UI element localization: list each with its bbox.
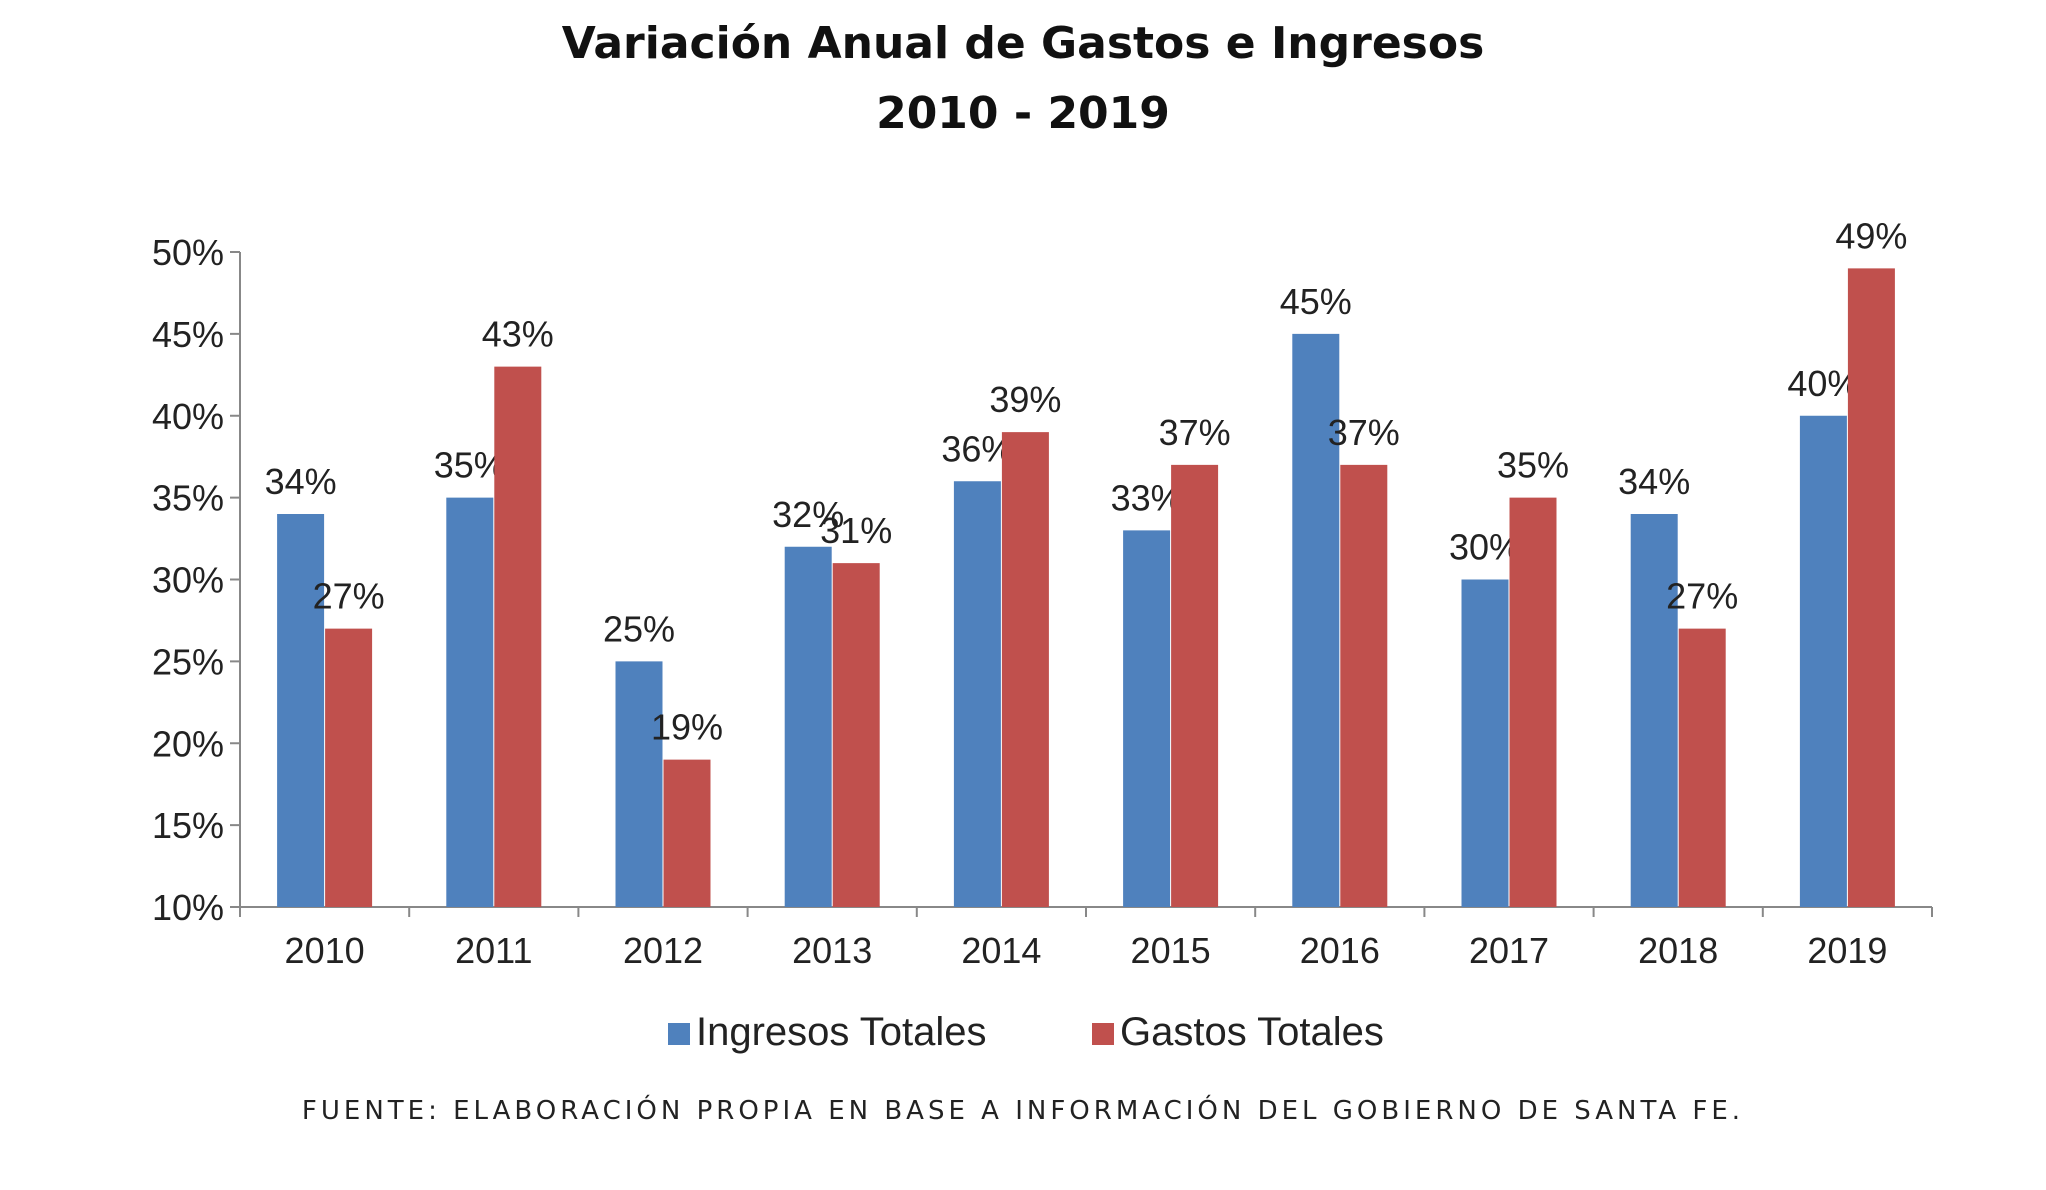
y-tick-label: 40% <box>152 396 224 437</box>
bar <box>325 628 373 907</box>
y-tick-label: 10% <box>152 887 224 928</box>
data-label: 34% <box>1618 461 1690 502</box>
data-label: 19% <box>651 707 723 748</box>
bar <box>1630 514 1678 907</box>
bar <box>1509 497 1557 907</box>
data-label: 31% <box>820 510 892 551</box>
x-tick-label: 2018 <box>1638 930 1718 971</box>
data-label: 33% <box>1111 477 1183 518</box>
data-label: 34% <box>265 461 337 502</box>
y-tick-label: 45% <box>152 314 224 355</box>
data-label: 27% <box>313 576 385 617</box>
data-label: 35% <box>434 445 506 486</box>
y-tick-label: 25% <box>152 641 224 682</box>
bar <box>1171 464 1219 907</box>
data-label: 32% <box>772 494 844 535</box>
bar <box>615 661 663 907</box>
data-label: 43% <box>482 314 554 355</box>
bar <box>1292 333 1340 907</box>
bar <box>663 759 711 907</box>
data-label: 40% <box>1787 363 1859 404</box>
data-label: 37% <box>1328 412 1400 453</box>
x-tick-label: 2010 <box>285 930 365 971</box>
chart-subtitle: 2010 - 2019 <box>876 88 1170 139</box>
bar <box>1123 530 1171 907</box>
data-label: 36% <box>941 428 1013 469</box>
legend-label: Ingresos Totales <box>696 1010 987 1054</box>
data-label: 49% <box>1835 215 1907 256</box>
data-label: 39% <box>989 379 1061 420</box>
bar <box>1461 579 1509 907</box>
data-label: 27% <box>1666 576 1738 617</box>
bar <box>784 546 832 907</box>
bar <box>446 497 494 907</box>
bar <box>1799 415 1847 907</box>
y-tick-label: 15% <box>152 805 224 846</box>
data-label: 25% <box>603 608 675 649</box>
source-note: FUENTE: ELABORACIÓN PROPIA EN BASE A INF… <box>301 1096 1745 1126</box>
chart-title: Variación Anual de Gastos e Ingresos <box>561 18 1485 69</box>
legend-label: Gastos Totales <box>1120 1010 1384 1054</box>
x-tick-label: 2017 <box>1469 930 1549 971</box>
x-tick-label: 2013 <box>792 930 872 971</box>
data-label: 45% <box>1280 281 1352 322</box>
x-tick-label: 2012 <box>623 930 703 971</box>
x-tick-label: 2016 <box>1300 930 1380 971</box>
bar <box>832 563 880 907</box>
legend-swatch <box>668 1023 690 1045</box>
x-tick-label: 2011 <box>455 930 532 971</box>
y-tick-label: 20% <box>152 723 224 764</box>
bar <box>953 481 1001 907</box>
y-tick-label: 50% <box>152 232 224 273</box>
data-label: 30% <box>1449 527 1521 568</box>
x-tick-label: 2019 <box>1807 930 1887 971</box>
bar <box>1340 464 1388 907</box>
bar <box>494 366 542 907</box>
bar <box>1678 628 1726 907</box>
data-label: 35% <box>1497 445 1569 486</box>
data-label: 37% <box>1159 412 1231 453</box>
bar <box>1847 268 1895 907</box>
x-tick-label: 2015 <box>1131 930 1211 971</box>
bar <box>1001 432 1049 907</box>
legend-swatch <box>1092 1023 1114 1045</box>
y-tick-label: 35% <box>152 478 224 519</box>
bar <box>277 514 325 907</box>
bar-chart: 10% 15% 20% 25% 30% 35% 40% 45% 50% 34% 27% 2010 35%… <box>152 215 1933 1054</box>
y-tick-label: 30% <box>152 560 224 601</box>
x-tick-label: 2014 <box>961 930 1041 971</box>
